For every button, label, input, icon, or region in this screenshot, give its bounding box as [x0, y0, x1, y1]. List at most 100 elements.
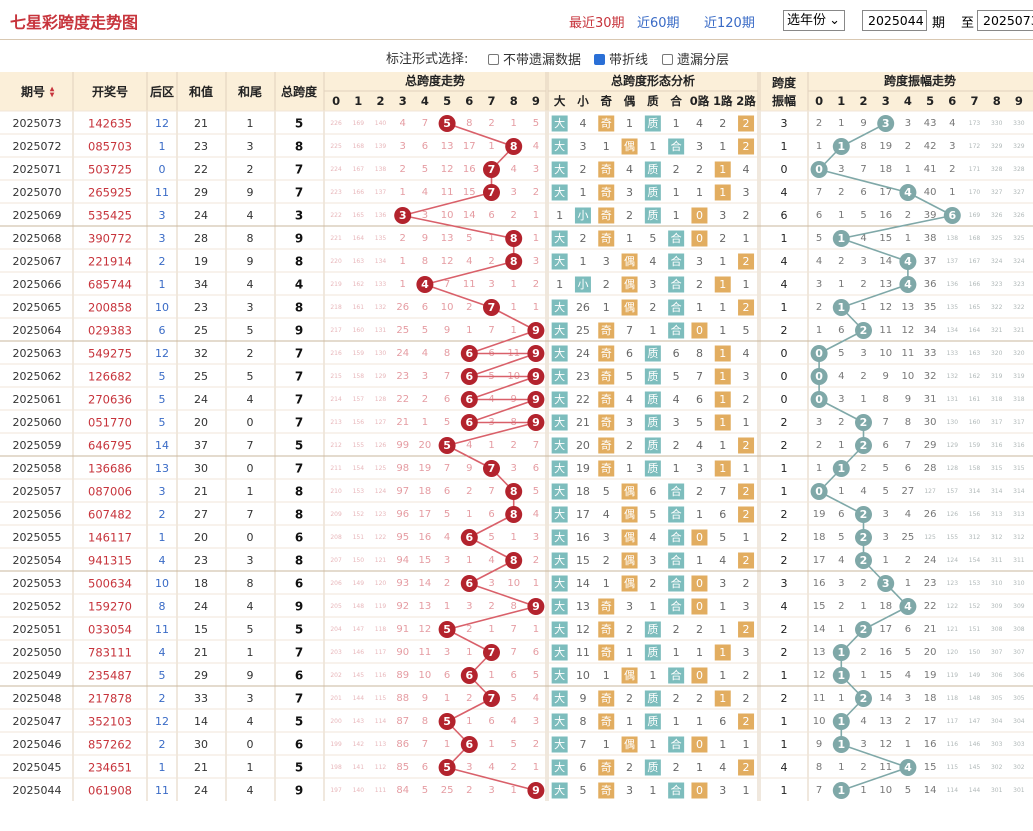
omission-value: 8 [466, 118, 472, 129]
amp-omission-value: 317 [1013, 419, 1025, 426]
amp-cell: 1 [781, 784, 788, 797]
draw-number-cell: 352103 [88, 715, 132, 729]
span-ball-label: 7 [488, 163, 496, 176]
amp-ball-label: 1 [837, 784, 845, 797]
period-60-link[interactable]: 近60期 [637, 16, 680, 31]
back-cell: 12 [155, 715, 169, 728]
amp-omission-value: 12 [813, 670, 826, 681]
option-layered[interactable]: 遗漏分层 [662, 49, 729, 68]
form-highlight [598, 368, 615, 385]
form-value: 1 [696, 508, 703, 521]
amp-omission-value: 315 [1013, 465, 1025, 472]
checkbox-layered[interactable] [662, 54, 673, 65]
amp-omission-value: 304 [991, 718, 1003, 725]
omission-value: 132 [375, 304, 387, 311]
omission-value: 3 [466, 762, 472, 773]
form-value: 奇 [601, 393, 612, 406]
form-highlight [621, 667, 638, 684]
back-cell: 2 [159, 738, 166, 751]
amp-omission-value: 4 [905, 509, 911, 520]
amp-omission-value: 9 [860, 118, 866, 129]
checkbox-no-omission[interactable] [488, 54, 499, 65]
omission-value: 167 [353, 166, 365, 173]
amp-omission-value: 303 [991, 741, 1003, 748]
omission-value: 84 [396, 785, 409, 796]
omission-value: 1 [466, 647, 472, 658]
range-from-suffix: 期 [932, 16, 946, 31]
table-row [0, 662, 1033, 684]
form-value: 4 [673, 393, 680, 406]
period-cell: 2025047 [13, 715, 62, 728]
amp-omission-value: 40 [924, 187, 937, 198]
checkbox-with-line[interactable] [594, 54, 605, 65]
page-title: 七星彩跨度走势图 [10, 13, 139, 32]
amp-trend-line [818, 168, 909, 194]
period-30-link[interactable]: 最近30期 [569, 16, 625, 31]
period-120-link[interactable]: 近120期 [704, 16, 755, 31]
amp-omission-value: 138 [947, 235, 959, 242]
range-to-input[interactable]: 2025073 [977, 10, 1033, 31]
amp-omission-value: 1 [838, 624, 844, 635]
amp-omission-value: 12 [902, 325, 915, 336]
amp-omission-value: 34 [924, 325, 937, 336]
form-value: 2 [743, 117, 750, 130]
omission-value: 214 [330, 396, 342, 403]
form-value: 合 [671, 737, 682, 751]
span-ball [438, 759, 456, 776]
amp-omission-value: 327 [991, 189, 1003, 196]
amp-omission-value: 1 [816, 463, 822, 474]
span-ball-label: 8 [510, 232, 518, 245]
form-highlight [668, 529, 685, 546]
option-with-line[interactable]: 带折线 [594, 49, 648, 68]
amp-omission-value: 137 [947, 258, 959, 265]
amp-omission-value: 135 [947, 304, 959, 311]
amp-ball [877, 575, 895, 592]
period-cell: 2025061 [13, 393, 62, 406]
omission-value: 213 [330, 419, 342, 426]
amp-omission-value: 325 [1013, 235, 1025, 242]
range-from-input[interactable]: 2025044 [862, 10, 927, 31]
amp-cell: 1 [781, 462, 788, 475]
form-highlight [551, 644, 568, 661]
form-value: 合 [671, 139, 682, 153]
form-value: 质 [647, 186, 658, 199]
omission-value: 212 [330, 442, 342, 449]
header-form-col: 偶 [624, 94, 636, 108]
amp-cell: 4 [781, 600, 788, 613]
omission-value: 1 [400, 256, 406, 267]
option-no-omission[interactable]: 不带遗漏数据 [488, 49, 581, 68]
amp-omission-value: 1 [860, 394, 866, 405]
form-highlight [551, 437, 568, 454]
amp-omission-value: 1 [838, 762, 844, 773]
back-cell: 5 [159, 370, 166, 383]
amp-cell: 6 [781, 209, 788, 222]
span-ball-label: 8 [510, 140, 518, 153]
sum-cell: 33 [194, 692, 208, 705]
sum-cell: 24 [194, 209, 208, 222]
period-cell: 2025050 [13, 646, 62, 659]
span-cell: 7 [295, 462, 303, 476]
amp-omission-value: 14 [924, 785, 937, 796]
form-value: 小 [577, 209, 588, 222]
omission-value: 1 [466, 716, 472, 727]
omission-value: 1 [466, 325, 472, 336]
tail-cell: 1 [247, 761, 254, 774]
amp-omission-value: 160 [969, 419, 981, 426]
header-span: 总跨度 [281, 84, 318, 99]
form-value: 质 [647, 439, 658, 452]
span-trend-line [446, 421, 537, 447]
year-select[interactable]: 选年份 ⌄ [783, 10, 845, 31]
form-value: 2 [626, 623, 633, 636]
omission-value: 2 [400, 164, 406, 175]
table-row [0, 616, 1033, 638]
form-value: 6 [719, 508, 726, 521]
span-ball [483, 644, 500, 661]
omission-value: 6 [511, 670, 517, 681]
form-value: 大 [554, 783, 565, 797]
omission-value: 147 [353, 626, 365, 633]
back-cell: 1 [159, 140, 166, 153]
form-value: 质 [647, 646, 658, 659]
omission-value: 155 [353, 442, 365, 449]
form-highlight [551, 414, 568, 431]
omission-value: 164 [353, 235, 365, 242]
